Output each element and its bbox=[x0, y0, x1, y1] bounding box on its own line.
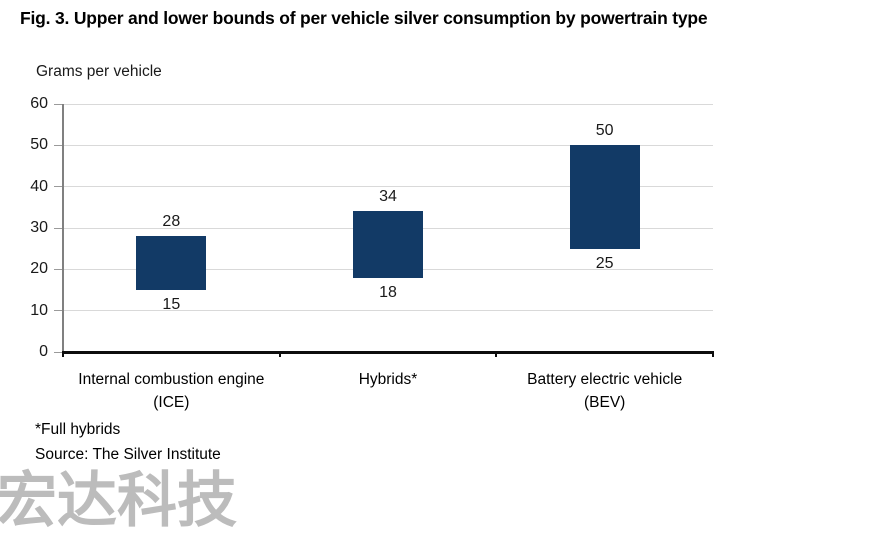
y-tick-label: 0 bbox=[39, 343, 48, 360]
y-tick-label: 60 bbox=[30, 95, 48, 112]
y-tick-label: 40 bbox=[30, 177, 48, 195]
range-bar bbox=[353, 211, 423, 278]
y-axis-line bbox=[62, 104, 64, 352]
x-axis-tick bbox=[495, 351, 498, 357]
x-axis-tick bbox=[278, 351, 281, 357]
watermark-text: 宏达科技 bbox=[0, 466, 237, 536]
figure-title: Fig. 3. Upper and lower bounds of per ve… bbox=[20, 8, 708, 28]
x-axis-line bbox=[62, 351, 714, 354]
lower-bound-label: 15 bbox=[162, 296, 181, 313]
y-axis-tick bbox=[54, 351, 63, 353]
y-axis-tick bbox=[54, 144, 63, 146]
y-axis-tick bbox=[54, 268, 63, 270]
category-label: Internal combustion engine (ICE) bbox=[78, 371, 265, 411]
y-tick-label: 30 bbox=[30, 219, 48, 236]
gridline bbox=[63, 186, 713, 188]
chart-page: { "figure": { "title": "Fig. 3. Upper an… bbox=[0, 8, 714, 536]
lower-bound-label: 25 bbox=[595, 254, 614, 272]
gridline bbox=[63, 144, 713, 146]
gridline bbox=[63, 103, 713, 105]
upper-bound-label: 34 bbox=[379, 188, 397, 206]
x-axis-tick bbox=[712, 351, 714, 357]
y-axis-tick bbox=[54, 103, 63, 105]
gridline bbox=[63, 310, 713, 312]
category-label: Battery electric vehicle (BEV) bbox=[527, 371, 683, 411]
y-tick-label: 50 bbox=[30, 136, 48, 154]
x-axis-tick bbox=[62, 351, 64, 357]
upper-bound-label: 50 bbox=[595, 122, 614, 140]
category-label: Hybrids* bbox=[358, 371, 418, 388]
footnote-full-hybrids: *Full hybrids bbox=[35, 421, 121, 438]
range-bar bbox=[136, 236, 207, 290]
source-note: Source: The Silver Institute bbox=[35, 446, 221, 463]
upper-bound-label: 28 bbox=[162, 213, 181, 231]
y-axis-title: Grams per vehicle bbox=[36, 63, 162, 80]
lower-bound-label: 18 bbox=[379, 283, 397, 301]
chart-plot-area: 0 10 20 30 40 50 60 28 15 Internal combustion eng… bbox=[30, 95, 714, 411]
y-axis-tick bbox=[54, 310, 63, 312]
y-axis-tick bbox=[54, 227, 63, 229]
y-axis-tick bbox=[54, 186, 63, 188]
y-tick-label: 10 bbox=[30, 301, 48, 319]
range-bar bbox=[569, 145, 640, 249]
y-tick-label: 20 bbox=[30, 260, 48, 278]
